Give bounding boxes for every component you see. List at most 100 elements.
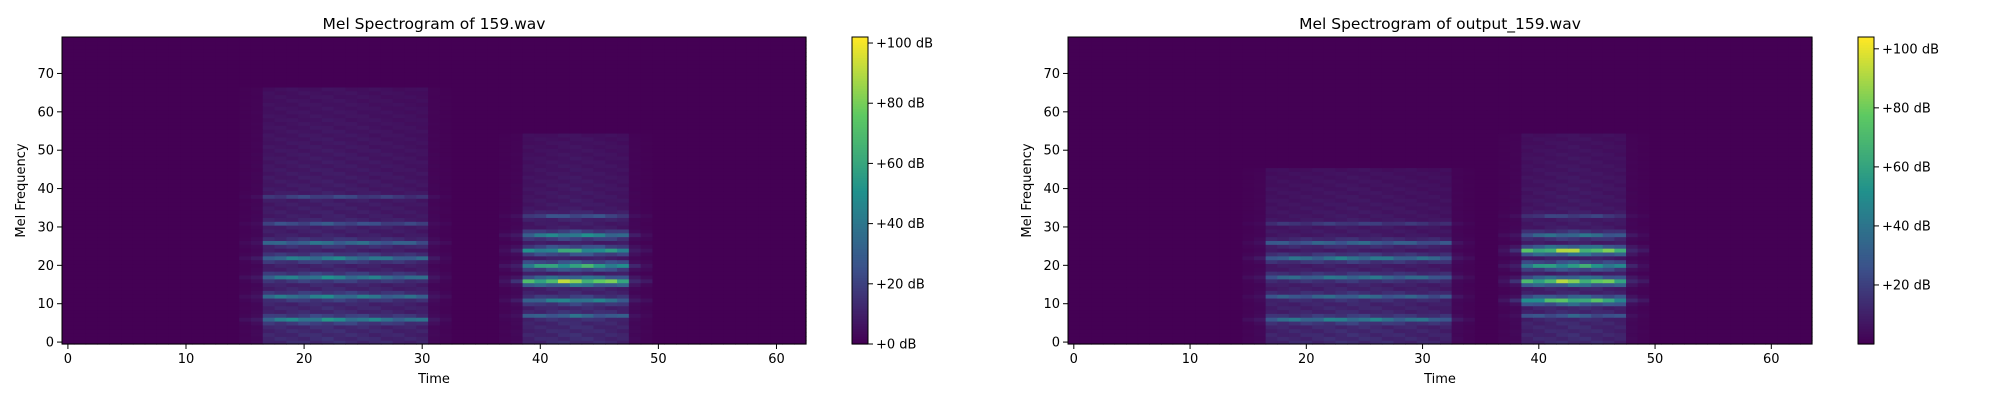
heatmap-cell xyxy=(770,263,783,268)
heatmap-cell xyxy=(404,132,417,138)
heatmap-cell xyxy=(380,56,394,61)
heatmap-cell xyxy=(593,178,606,184)
heatmap-cell xyxy=(498,286,512,291)
heatmap-cell xyxy=(404,90,417,96)
heatmap-cell xyxy=(310,278,323,284)
heatmap-cell xyxy=(498,159,512,165)
heatmap-cell xyxy=(522,290,535,295)
heatmap-cell xyxy=(310,167,323,172)
heatmap-cell xyxy=(132,328,146,334)
heatmap-cell xyxy=(215,202,228,207)
heatmap-cell xyxy=(770,56,783,61)
heatmap-cell xyxy=(310,178,323,184)
heatmap-cell xyxy=(369,232,382,238)
heatmap-cell xyxy=(132,190,146,195)
heatmap-cell xyxy=(746,117,760,123)
heatmap-cell xyxy=(628,301,642,307)
heatmap-cell xyxy=(794,290,807,295)
heatmap-cell xyxy=(215,71,228,76)
heatmap-cell xyxy=(581,90,595,96)
heatmap-cell xyxy=(144,301,158,307)
heatmap-cell xyxy=(203,202,217,207)
heatmap-cell xyxy=(451,244,465,249)
heatmap-cell xyxy=(534,125,547,130)
heatmap-cell xyxy=(250,186,264,192)
heatmap-cell xyxy=(664,102,677,107)
heatmap-cell xyxy=(380,167,394,172)
heatmap-cell xyxy=(475,248,488,253)
heatmap-cell xyxy=(250,171,264,176)
heatmap-cell xyxy=(676,163,689,169)
heatmap-cell xyxy=(640,117,654,123)
heatmap-cell xyxy=(746,340,760,345)
heatmap-cell xyxy=(510,129,524,134)
heatmap-cell xyxy=(794,278,807,284)
heatmap-cell xyxy=(451,198,465,203)
heatmap-cell xyxy=(369,340,382,345)
heatmap-cell xyxy=(617,83,630,88)
heatmap-cell xyxy=(581,294,595,299)
heatmap-cell xyxy=(62,294,75,299)
heatmap-cell xyxy=(262,125,276,130)
heatmap-cell xyxy=(735,332,748,337)
heatmap-cell xyxy=(73,48,87,53)
heatmap-cell xyxy=(770,121,783,126)
heatmap-cell xyxy=(250,232,264,238)
heatmap-cell xyxy=(463,294,476,299)
heatmap-cell xyxy=(451,132,465,138)
heatmap-cell xyxy=(357,40,370,46)
heatmap-cell xyxy=(97,225,110,230)
heatmap-cell xyxy=(628,56,642,61)
heatmap-cell xyxy=(404,109,417,115)
heatmap-cell xyxy=(227,159,240,165)
heatmap-cell xyxy=(605,313,618,318)
heatmap-cell xyxy=(758,48,772,53)
heatmap-cell xyxy=(262,278,276,284)
heatmap-cell xyxy=(746,305,760,311)
heatmap-cell xyxy=(522,217,535,222)
heatmap-cell xyxy=(522,205,535,211)
heatmap-cell xyxy=(451,52,465,57)
heatmap-cell xyxy=(558,205,571,211)
heatmap-cell xyxy=(215,236,228,241)
heatmap-cell xyxy=(144,251,158,257)
heatmap-cell xyxy=(439,67,453,73)
heatmap-cell xyxy=(156,52,169,57)
heatmap-cell xyxy=(73,71,87,76)
heatmap-cell xyxy=(640,109,654,115)
heatmap-cell xyxy=(109,294,122,299)
heatmap-cell xyxy=(180,125,193,130)
heatmap-cell xyxy=(687,263,701,268)
heatmap-cell xyxy=(581,52,595,57)
heatmap-cell xyxy=(723,186,736,192)
heatmap-cell xyxy=(191,136,205,142)
heatmap-cell xyxy=(510,274,524,280)
heatmap-cell xyxy=(581,228,595,234)
heatmap-cell xyxy=(121,37,134,42)
heatmap-cell xyxy=(711,113,724,119)
heatmap-cell xyxy=(239,263,252,268)
heatmap-cell xyxy=(380,63,394,69)
heatmap-cell xyxy=(156,113,169,119)
heatmap-cell xyxy=(156,79,169,84)
heatmap-cell xyxy=(593,136,606,142)
heatmap-cell xyxy=(109,190,122,195)
heatmap-cell xyxy=(215,263,228,268)
heatmap-cell xyxy=(132,225,146,230)
heatmap-cell xyxy=(617,205,630,211)
heatmap-cell xyxy=(617,102,630,107)
heatmap-cell xyxy=(581,209,595,215)
heatmap-cell xyxy=(687,309,701,314)
heatmap-cell xyxy=(439,328,453,334)
heatmap-cell xyxy=(73,56,87,61)
heatmap-cell xyxy=(416,320,429,326)
heatmap-cell xyxy=(357,132,370,138)
heatmap-cell xyxy=(369,175,382,180)
heatmap-cell xyxy=(735,117,748,123)
heatmap-cell xyxy=(463,83,476,88)
heatmap-cell xyxy=(109,98,122,103)
heatmap-cell xyxy=(687,171,701,176)
heatmap-cell xyxy=(687,178,701,184)
heatmap-cell xyxy=(546,286,559,291)
